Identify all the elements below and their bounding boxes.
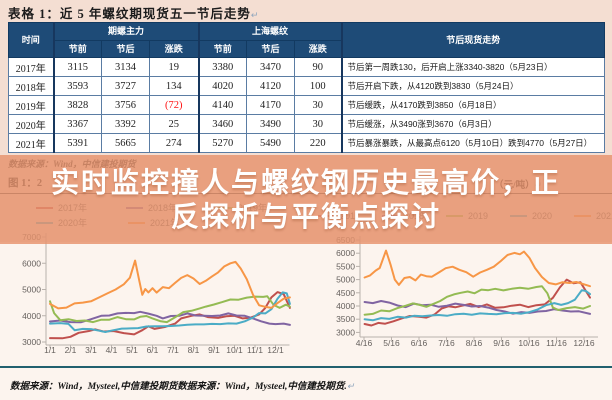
right-chart-x-tick-label: 12/16 (573, 338, 595, 348)
table-row: 2021年 5391 5665 274 5270 5490 220 节后暴涨暴跌，从最高点61… (8, 133, 605, 153)
left-chart-x-tick-label: 9/1 (208, 345, 220, 355)
left-chart-x-tick-label: 8/1 (188, 345, 200, 355)
source-note-bottom: 数据来源：Wind，Mysteel,中信建投期货数据来源：Wind，Mystee… (10, 378, 354, 392)
left-chart-y-tick-label: 4000 (22, 311, 41, 321)
left-chart-x-tick-label: 11/1 (247, 345, 263, 355)
col-header-pre-futures: 节前 (52, 40, 102, 58)
overlay-title-line2: 反探析与平衡点探讨 (170, 200, 441, 232)
right-chart-x-tick-label: 10/16 (518, 338, 540, 348)
right-chart-series-2021 (363, 249, 591, 288)
return-mark: ↵ (346, 381, 355, 391)
spot-post-cell: 5490 (246, 133, 295, 153)
left-chart-x-tick-label: 12/1 (267, 345, 284, 355)
right-chart-series-2020 (363, 289, 591, 322)
watermark-overlay-banner: 实时监控撞人与螺纹钢历史最高价，正 反探析与平衡点探讨 (0, 155, 612, 244)
left-chart-y-tick-label: 3000 (22, 337, 41, 347)
trend-cell: 节后暴涨暴跌，从最高点6120（5月10日）跌到4770（5月27日） (340, 133, 605, 153)
spot-pre-cell: 5270 (197, 133, 247, 153)
left-chart-x-tick-label: 2/1 (65, 345, 77, 355)
col-header-trend: 节后现货走势 (340, 22, 605, 58)
right-chart-series-2019 (363, 285, 591, 316)
right-chart-x-tick-label: 4/16 (356, 338, 373, 348)
left-chart-x-tick-label: 4/1 (106, 345, 118, 355)
right-chart-series-2017 (363, 278, 591, 327)
right-chart-y-tick-label: 5000 (336, 275, 355, 285)
left-chart-y-tick-label: 5000 (22, 285, 41, 295)
table-row: 2018年 3593 3727 134 4020 4120 100 节后开启下跌，从4120跌… (8, 76, 605, 96)
table-row: 2020年 3367 3392 25 3460 3490 30 节后缓涨，从3490涨到367… (8, 114, 605, 134)
col-header-change-spot: 涨跌 (294, 40, 342, 58)
left-chart-series-2019年 (49, 295, 291, 324)
source-note-bottom-right: 数据来源：Wind，Mysteel,中信建投期货. (177, 382, 347, 392)
left-chart-series-2017年 (49, 291, 291, 340)
col-header-time: 时间 (8, 22, 54, 58)
right-chart-x-tick-label: 6/16 (411, 338, 428, 348)
right-chart-y-tick-label: 4000 (336, 301, 355, 311)
left-chart-x-tick-label: 7/1 (167, 345, 179, 355)
right-chart-x-tick-label: 9/16 (493, 338, 510, 348)
right-chart-y-tick-label: 6000 (336, 248, 355, 258)
bottom-divider-rule (0, 366, 612, 368)
table-title-text: 表格 1：近 5 年螺纹期现货五一节后走势 (8, 7, 251, 21)
overlay-title-line1: 实时监控撞人与螺纹钢历史最高价，正 (50, 166, 561, 198)
left-chart-series-2020年 (49, 291, 291, 333)
right-chart-x-tick-label: 11/16 (546, 338, 567, 348)
left-chart-series-2018年 (49, 310, 291, 326)
left-chart-series-2021年 (49, 259, 291, 310)
left-chart-y-tick-label: 6000 (22, 258, 41, 268)
table-title: 表格 1：近 5 年螺纹期现货五一节后走势↵ (8, 3, 259, 22)
right-chart-y-tick-label: 3500 (336, 314, 355, 324)
right-chart-y-tick-label: 5500 (336, 261, 355, 271)
left-chart-x-tick-label: 1/1 (44, 345, 56, 355)
right-chart-y-tick-label: 3000 (336, 327, 355, 337)
chart-background-band (0, 242, 612, 400)
right-chart-x-tick-label: 7/16 (438, 338, 455, 348)
right-chart-x-tick-label: 8/16 (466, 338, 483, 348)
left-chart-x-tick-label: 3/1 (85, 345, 97, 355)
left-chart-x-tick-label: 5/1 (126, 345, 138, 355)
left-chart-x-tick-label: 6/1 (147, 345, 159, 355)
source-note-bottom-left: 数据来源：Wind，Mysteel,中信建投期货 (10, 382, 178, 392)
return-mark: ↵ (250, 10, 260, 20)
right-chart-x-tick-label: 5/16 (383, 338, 400, 348)
left-chart-x-tick-label: 10/1 (226, 345, 243, 355)
right-chart-y-tick-label: 4500 (336, 288, 355, 298)
holiday-price-table: 时间 期螺主力 上海螺纹 节后现货走势 节前 节后 涨跌 节前 节后 涨跌 20… (8, 22, 605, 153)
col-header-post-spot: 节后 (246, 40, 295, 58)
